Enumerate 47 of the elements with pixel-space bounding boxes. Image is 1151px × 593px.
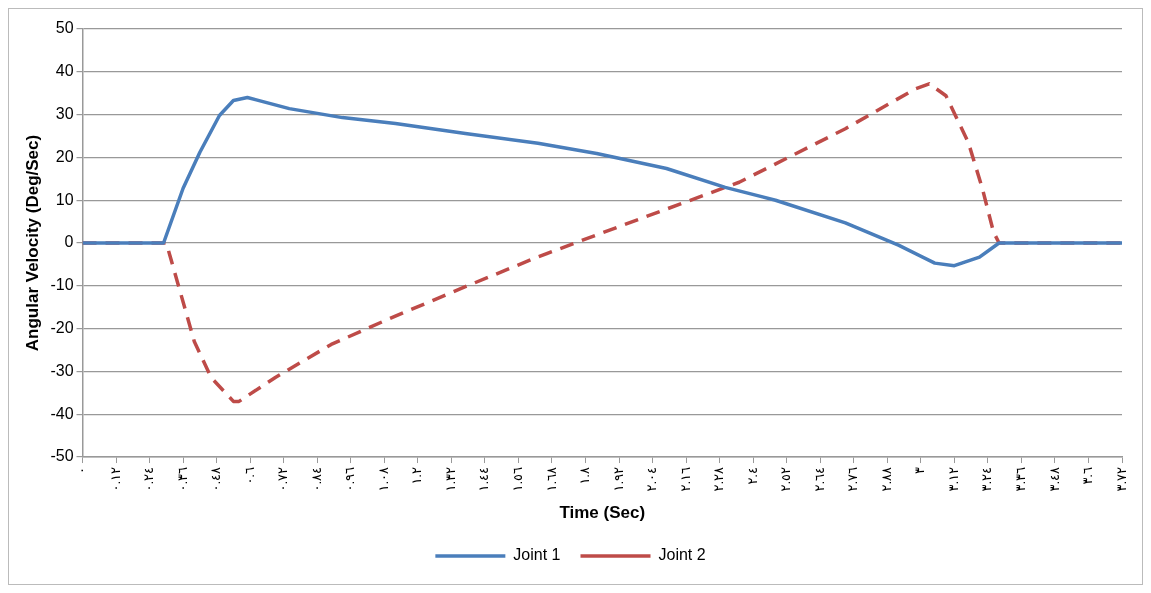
x-tick-label: ٣.٤٨	[1046, 467, 1062, 492]
x-tick-label: ٢.٥٢	[778, 467, 794, 492]
x-tick-label: ٢.٠٤	[644, 467, 660, 492]
x-tick-label: ٠.٨٤	[308, 467, 324, 492]
y-tick-label: -30	[50, 361, 74, 379]
x-tick-label: ٢.٤	[744, 467, 760, 485]
x-tick-label: ٣.٣٦	[1012, 467, 1028, 492]
x-tick-label: ١.٠٨	[375, 467, 391, 492]
y-tick-label: -10	[50, 276, 74, 294]
x-tick-label: ٣.٧٢	[1113, 467, 1129, 492]
x-tick-label: ١.٣٢	[442, 467, 458, 492]
y-tick-label: 10	[55, 190, 74, 208]
legend-label: Joint 1	[513, 546, 561, 564]
x-tick-label: ١.٦٨	[543, 467, 559, 492]
x-tick-label: ٢.٨٨	[878, 467, 894, 492]
x-tick-label: ٠.٦	[241, 467, 257, 485]
x-tick-label: ٠.١٢	[107, 467, 123, 492]
x-tick-label: ٢.٦٤	[811, 467, 827, 492]
y-tick-label: 20	[55, 147, 74, 165]
y-tick-label: 50	[55, 19, 74, 37]
x-tick-label: ١.٥٦	[510, 467, 526, 492]
x-tick-label: ٣	[912, 467, 928, 475]
x-tick-label: ١.٤٤	[476, 467, 492, 492]
x-tick-label: ٣.١٢	[945, 467, 961, 492]
x-tick-label: ١.٨	[577, 467, 593, 485]
x-tick-label: ٠.٧٢	[275, 467, 291, 492]
x-axis-title: Time (Sec)	[559, 503, 646, 523]
x-tick-label: ٠	[74, 467, 90, 475]
x-tick-label: ١.٢	[409, 467, 425, 485]
x-tick-label: ٣.٦	[1080, 467, 1096, 485]
x-tick-label: ٢.٢٨	[711, 467, 727, 492]
x-tick-label: ٠.٢٤	[141, 467, 157, 492]
x-tick-label: ٣.٢٤	[979, 467, 995, 492]
y-tick-label: 40	[55, 62, 74, 80]
y-tick-label: -40	[50, 404, 74, 422]
x-tick-label: ٠.٣٦	[174, 467, 190, 492]
y-tick-label: 0	[64, 233, 74, 251]
x-tick-label: ٢.٧٦	[845, 467, 861, 492]
x-tick-label: ٢.١٦	[677, 467, 693, 492]
y-tick-label: -50	[50, 447, 74, 465]
y-tick-label: -20	[50, 319, 74, 337]
x-tick-label: ٠.٩٦	[342, 467, 358, 492]
x-tick-label: ٠.٤٨	[208, 467, 224, 492]
y-axis-title: Angular Velocity (Deg/Sec)	[22, 134, 42, 352]
x-tick-label: ١.٩٢	[610, 467, 626, 492]
y-tick-label: 30	[55, 105, 74, 123]
legend-label: Joint 2	[658, 546, 706, 564]
